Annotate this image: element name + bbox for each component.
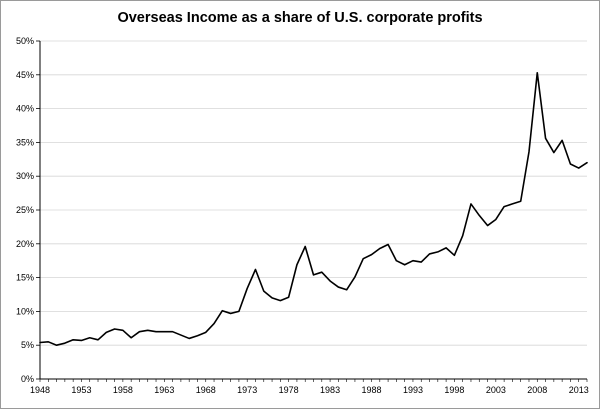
x-tick-label: 1993 <box>403 385 423 395</box>
series-group <box>39 71 588 347</box>
x-tick-label: 1973 <box>237 385 257 395</box>
y-tick-label: 30% <box>16 171 34 181</box>
x-tick-label: 2013 <box>569 385 589 395</box>
y-tick-label: 25% <box>16 205 34 215</box>
x-tick-label: 1953 <box>71 385 91 395</box>
x-tick-label: 1963 <box>154 385 174 395</box>
x-tick-label: 1958 <box>113 385 133 395</box>
y-tick-label: 5% <box>21 340 34 350</box>
x-tick-label: 1988 <box>361 385 381 395</box>
x-tick-labels: 1948 1953 1958 1963 1968 1973 1978 1983 1988 1993… <box>30 385 589 395</box>
x-tick-label: 1968 <box>196 385 216 395</box>
y-tick-label: 15% <box>16 273 34 283</box>
y-tick-label: 45% <box>16 70 34 80</box>
x-tick-label: 1983 <box>320 385 340 395</box>
x-tick-label: 2003 <box>486 385 506 395</box>
series-line <box>39 71 588 347</box>
chart-title: Overseas Income as a share of U.S. corpo… <box>117 10 483 26</box>
x-tick-label: 2008 <box>527 385 547 395</box>
axes <box>36 40 588 382</box>
x-tick-label: 1998 <box>444 385 464 395</box>
y-tick-label: 10% <box>16 306 34 316</box>
y-tick-labels: 0% 5% 10% 15% 20% 25% 30% 35% 40% 45% 50% <box>16 36 34 384</box>
y-tick-label: 20% <box>16 239 34 249</box>
x-tick-label: 1978 <box>279 385 299 395</box>
y-tick-label: 0% <box>21 374 34 384</box>
gridlines <box>40 40 587 346</box>
y-tick-label: 35% <box>16 137 34 147</box>
x-tick-label: 1948 <box>30 385 50 395</box>
y-tick-label: 40% <box>16 104 34 114</box>
y-tick-label: 50% <box>16 36 34 46</box>
